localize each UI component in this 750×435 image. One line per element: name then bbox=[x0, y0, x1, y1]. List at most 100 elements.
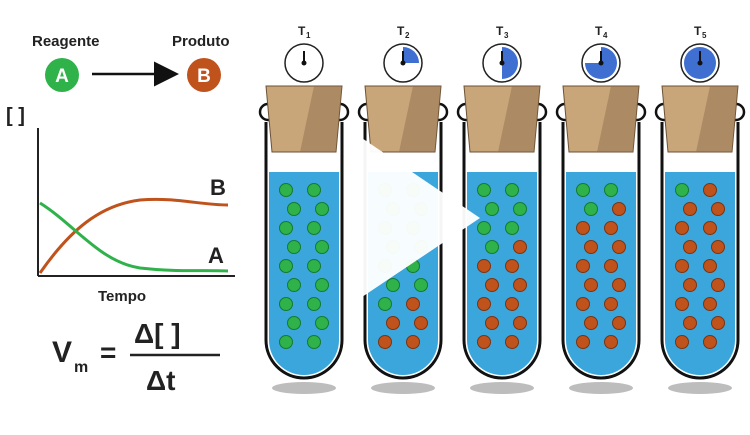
product-particle bbox=[703, 183, 717, 197]
reagent-particle bbox=[307, 259, 321, 273]
product-particle bbox=[584, 278, 598, 292]
product-particle bbox=[505, 259, 519, 273]
tube-glass bbox=[363, 122, 443, 380]
reagent-particle bbox=[485, 202, 499, 216]
reagent-particle bbox=[279, 221, 293, 235]
time-label: T bbox=[397, 24, 405, 38]
product-particle bbox=[477, 297, 491, 311]
product-particle bbox=[513, 240, 527, 254]
tube-cork bbox=[364, 85, 442, 153]
time-label-subscript: 5 bbox=[702, 31, 707, 40]
time-label: T bbox=[298, 24, 306, 38]
tube-cork-shade bbox=[498, 86, 540, 152]
tube-shadow bbox=[272, 382, 336, 394]
reagent-particle bbox=[485, 240, 499, 254]
tube-cork bbox=[562, 85, 640, 153]
product-particle bbox=[612, 202, 626, 216]
tube-shadow bbox=[668, 382, 732, 394]
formula-lhs-subscript: m bbox=[74, 359, 88, 376]
reagent-particle bbox=[307, 221, 321, 235]
reagent-particle bbox=[315, 240, 329, 254]
product-particle bbox=[604, 259, 618, 273]
reagent-label: Reagente bbox=[32, 33, 100, 50]
tube-cork bbox=[463, 85, 541, 153]
clock-center bbox=[301, 60, 307, 66]
reagent-particle bbox=[315, 316, 329, 330]
product-particle bbox=[477, 335, 491, 349]
product-particle bbox=[576, 221, 590, 235]
product-particle bbox=[703, 221, 717, 235]
product-label: Produto bbox=[172, 33, 230, 50]
product-particle bbox=[604, 221, 618, 235]
tube-glass bbox=[264, 122, 344, 380]
product-particle bbox=[414, 316, 428, 330]
time-label-subscript: 2 bbox=[405, 31, 410, 40]
reagent-particle bbox=[315, 278, 329, 292]
clock-center bbox=[697, 60, 703, 66]
curve-a bbox=[39, 201, 229, 273]
product-particle bbox=[711, 316, 725, 330]
product-particle bbox=[378, 335, 392, 349]
product-particle bbox=[604, 335, 618, 349]
product-particle bbox=[675, 335, 689, 349]
clock-fill bbox=[502, 47, 518, 79]
reagent-particle bbox=[279, 183, 293, 197]
reagent-particle bbox=[505, 221, 519, 235]
formula-denominator: Δt bbox=[146, 365, 175, 396]
product-particle bbox=[683, 316, 697, 330]
product-particle bbox=[477, 259, 491, 273]
product-particle bbox=[576, 259, 590, 273]
curve-a-label: A bbox=[208, 243, 224, 268]
graph-y-label: [ ] bbox=[6, 105, 25, 127]
reagent-particle bbox=[279, 335, 293, 349]
tube-cork-shade bbox=[300, 86, 342, 152]
reagent-particle bbox=[477, 183, 491, 197]
product-particle bbox=[711, 240, 725, 254]
clock-fill bbox=[403, 47, 419, 63]
product-particle bbox=[604, 297, 618, 311]
product-particle bbox=[711, 278, 725, 292]
reagent-particle bbox=[584, 202, 598, 216]
reagent-particle bbox=[576, 183, 590, 197]
reagent-particle bbox=[378, 297, 392, 311]
tube-cork bbox=[265, 85, 343, 153]
formula-numerator: Δ[ ] bbox=[134, 318, 181, 349]
tube-glass bbox=[660, 122, 740, 380]
time-label-subscript: 4 bbox=[603, 31, 608, 40]
product-particle bbox=[612, 240, 626, 254]
product-symbol: B bbox=[197, 66, 211, 87]
product-particle bbox=[683, 278, 697, 292]
tube-glass bbox=[561, 122, 641, 380]
reagent-symbol: A bbox=[55, 66, 69, 87]
product-particle bbox=[505, 335, 519, 349]
tube-cork-shade bbox=[696, 86, 738, 152]
reagent-particle bbox=[307, 335, 321, 349]
product-particle bbox=[584, 316, 598, 330]
tube-cork-shade bbox=[399, 86, 441, 152]
play-icon[interactable] bbox=[347, 128, 480, 307]
reagent-particle bbox=[307, 297, 321, 311]
reagent-circle bbox=[45, 58, 79, 92]
curve-b-label: B bbox=[210, 175, 226, 200]
tube-shadow bbox=[371, 382, 435, 394]
time-label-subscript: 1 bbox=[306, 31, 311, 40]
formula-equals: = bbox=[100, 337, 116, 368]
reagent-particle bbox=[505, 183, 519, 197]
product-circle bbox=[187, 58, 221, 92]
product-particle bbox=[386, 316, 400, 330]
tube-shadow bbox=[569, 382, 633, 394]
graph-x-label: Tempo bbox=[98, 288, 146, 305]
curve-b bbox=[38, 197, 229, 274]
time-label: T bbox=[694, 24, 702, 38]
reagent-particle bbox=[386, 278, 400, 292]
reagent-particle bbox=[414, 278, 428, 292]
product-particle bbox=[675, 259, 689, 273]
product-particle bbox=[675, 297, 689, 311]
product-particle bbox=[703, 297, 717, 311]
product-particle bbox=[513, 316, 527, 330]
product-particle bbox=[406, 335, 420, 349]
